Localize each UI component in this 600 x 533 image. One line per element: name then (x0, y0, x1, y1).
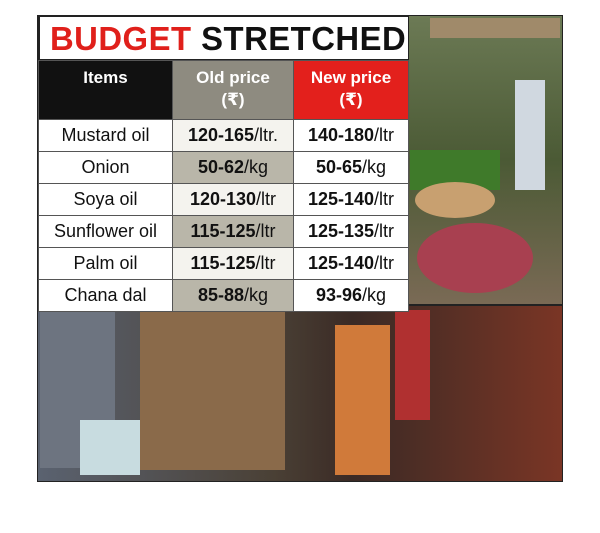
price: 125-140 (307, 189, 375, 209)
price: 120-165 (187, 125, 255, 145)
table-row: Soya oil 120-130/ltr 125-140/ltr (38, 183, 409, 216)
banner (395, 310, 430, 420)
table-row: Palm oil 115-125/ltr 125-140/ltr (38, 247, 409, 280)
price-unit: /kg (362, 285, 387, 305)
price: 125-135 (307, 221, 375, 241)
column-header: New price (₹) (293, 60, 409, 120)
price-cell: 115-125/ltr (172, 247, 294, 280)
price-cell: 120-130/ltr (172, 183, 294, 216)
table-row: Chana dal 85-88/kg 93-96/kg (38, 279, 409, 312)
price: 93-96 (315, 285, 363, 305)
price-cell: 125-135/ltr (293, 215, 409, 248)
price-cell: 85-88/kg (172, 279, 294, 312)
item-cell: Chana dal (38, 279, 173, 312)
item-cell: Mustard oil (38, 119, 173, 152)
item-cell: Sunflower oil (38, 215, 173, 248)
price-unit: /ltr (255, 253, 276, 273)
price-unit: /kg (362, 157, 387, 177)
column-label: Old price (196, 68, 270, 87)
table-row: Onion 50-62/kg 50-65/kg (38, 151, 409, 184)
price-unit: /ltr (374, 125, 395, 145)
price: 120-130 (189, 189, 257, 209)
price-cell: 115-125/ltr (172, 215, 294, 248)
price-unit: /kg (244, 285, 269, 305)
item-cell: Palm oil (38, 247, 173, 280)
price: 85-88 (197, 285, 245, 305)
price-cell: 125-140/ltr (293, 183, 409, 216)
price: 140-180 (307, 125, 375, 145)
column-header: Old price (₹) (172, 60, 294, 120)
price-unit: /ltr (256, 189, 277, 209)
item-cell: Soya oil (38, 183, 173, 216)
title-part: STRETCHED (201, 20, 407, 57)
column-label: New price (310, 68, 392, 87)
price-cell: 50-62/kg (172, 151, 294, 184)
price: 50-65 (315, 157, 363, 177)
price-unit: /ltr (255, 221, 276, 241)
column-label: Items (83, 68, 128, 87)
title-part: BUDGET (49, 20, 192, 57)
price-unit: /ltr. (254, 125, 279, 145)
price: 125-140 (307, 253, 375, 273)
price-cell: 140-180/ltr (293, 119, 409, 152)
item-cell: Onion (38, 151, 173, 184)
price: 115-125 (190, 253, 256, 273)
table-row: Sunflower oil 115-125/ltr 125-135/ltr (38, 215, 409, 248)
column-unit: (₹) (339, 90, 363, 109)
onions (417, 223, 533, 293)
price: 50-62 (197, 157, 245, 177)
title: BUDGET STRETCHED (40, 17, 408, 59)
vendor (515, 80, 545, 190)
price-cell: 125-140/ltr (293, 247, 409, 280)
price-cell: 120-165/ltr. (172, 119, 294, 152)
awning (430, 18, 560, 38)
price-unit: /ltr (374, 221, 395, 241)
column-unit: (₹) (221, 90, 245, 109)
potatoes (415, 182, 495, 218)
price-cell: 93-96/kg (293, 279, 409, 312)
price-cell: 50-65/kg (293, 151, 409, 184)
shelves (140, 310, 285, 470)
price: 115-125 (190, 221, 256, 241)
price-unit: /kg (244, 157, 269, 177)
price-unit: /ltr (374, 189, 395, 209)
price-unit: /ltr (374, 253, 395, 273)
header-row: Items Old price (₹) New price (₹) (38, 60, 409, 120)
bottles (80, 420, 140, 475)
column-header: Items (38, 60, 173, 120)
price-table: Items Old price (₹) New price (₹) Mustard oil… (38, 60, 409, 312)
poster (335, 325, 390, 475)
table-row: Mustard oil 120-165/ltr. 140-180/ltr (38, 119, 409, 152)
